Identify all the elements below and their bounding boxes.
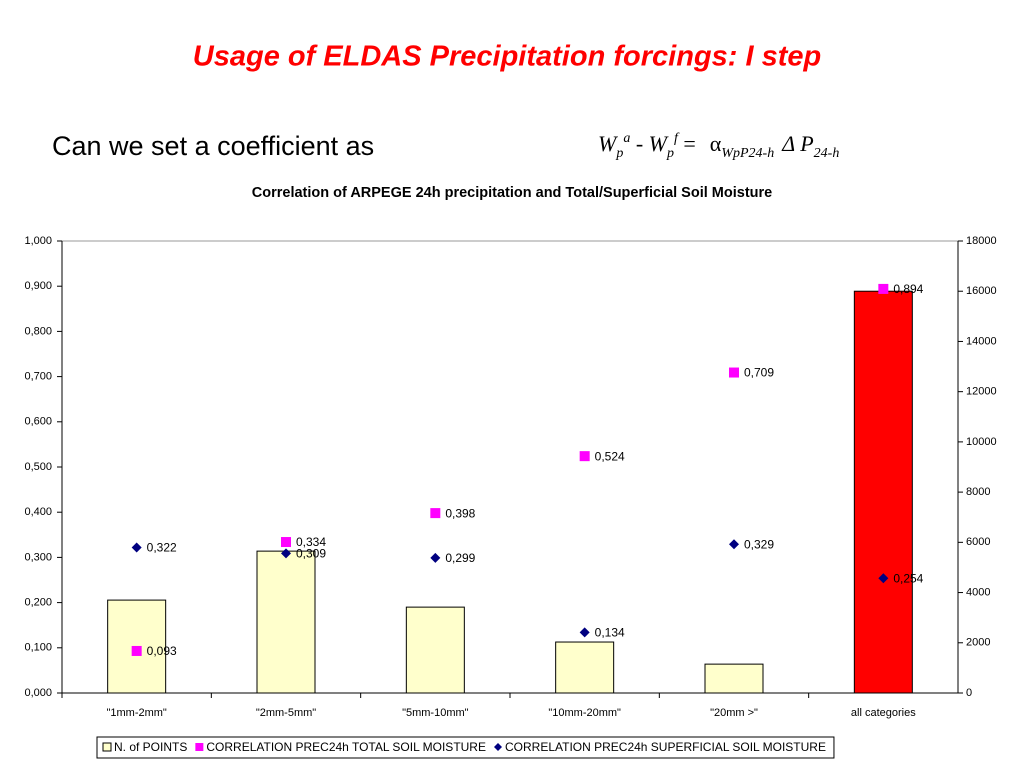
x-tick-label: "10mm-20mm" xyxy=(548,707,621,719)
y-tick-label: 1,000 xyxy=(24,235,52,247)
formula-part: = xyxy=(678,131,696,156)
formula-part: Δ P xyxy=(781,131,813,156)
data-label: 0,254 xyxy=(893,571,923,585)
legend-label: CORRELATION PREC24h SUPERFICIAL SOIL MOI… xyxy=(505,740,826,754)
formula: Wpa - Wpf = αWpP24-h Δ P24-h xyxy=(598,131,839,161)
point xyxy=(579,627,590,638)
y-tick-label: 0,300 xyxy=(24,551,52,563)
point xyxy=(579,451,590,462)
formula-part: α xyxy=(710,131,722,156)
data-label: 0,709 xyxy=(744,366,774,380)
bar xyxy=(704,663,764,694)
formula-part: - W xyxy=(630,131,668,156)
bar xyxy=(107,599,167,694)
legend-swatch xyxy=(493,743,502,751)
point xyxy=(430,552,441,563)
formula-part: f xyxy=(674,131,680,146)
legend-label: N. of POINTS xyxy=(114,740,187,754)
point xyxy=(131,542,142,553)
data-label: 0,322 xyxy=(147,541,177,555)
x-tick-label: "1mm-2mm" xyxy=(106,707,166,719)
y2-tick-label: 0 xyxy=(966,687,972,699)
data-label: 0,329 xyxy=(744,537,774,551)
point xyxy=(281,537,291,548)
legend-swatch xyxy=(195,743,204,751)
formula-part: WpP24-h xyxy=(721,146,774,161)
y-tick-label: 0,000 xyxy=(24,687,52,699)
data-label: 0,134 xyxy=(595,626,625,640)
x-tick-label: "5mm-10mm" xyxy=(402,707,469,719)
y2-tick-label: 10000 xyxy=(966,436,997,448)
x-tick-label: all categories xyxy=(851,707,916,719)
data-label: 0,894 xyxy=(893,282,923,296)
formula-part: W xyxy=(598,131,618,156)
bar xyxy=(555,641,615,694)
y-tick-label: 0,100 xyxy=(24,642,52,654)
y2-tick-label: 6000 xyxy=(966,536,990,548)
point xyxy=(729,367,739,378)
y-tick-label: 0,700 xyxy=(24,371,52,383)
y-tick-label: 0,400 xyxy=(24,506,52,518)
point xyxy=(430,508,441,519)
y2-tick-label: 16000 xyxy=(966,285,997,297)
data-label: 0,309 xyxy=(296,547,326,561)
y-tick-label: 0,600 xyxy=(24,416,52,428)
formula-part: p xyxy=(615,146,623,161)
slide-title: Usage of ELDAS Precipitation forcings: I… xyxy=(193,41,821,73)
formula-part: p xyxy=(666,146,674,161)
y2-tick-label: 2000 xyxy=(966,637,990,649)
y-tick-label: 0,900 xyxy=(24,280,52,292)
x-tick-label: "20mm >" xyxy=(710,707,758,719)
formula-part: 24-h xyxy=(814,146,840,161)
data-label: 0,334 xyxy=(296,535,326,549)
data-label: 0,093 xyxy=(147,644,177,658)
formula-part: a xyxy=(623,131,630,146)
y-tick-label: 0,200 xyxy=(24,597,52,609)
data-label: 0,524 xyxy=(595,449,625,463)
question: Can we set a coefficient as xyxy=(52,131,374,161)
bar xyxy=(853,290,913,694)
y2-tick-label: 4000 xyxy=(966,586,990,598)
y-tick-label: 0,800 xyxy=(24,325,52,337)
bar xyxy=(405,606,465,694)
data-label: 0,299 xyxy=(445,551,475,565)
x-tick-label: "2mm-5mm" xyxy=(256,707,316,719)
legend-label: CORRELATION PREC24h TOTAL SOIL MOISTURE xyxy=(206,740,486,754)
point xyxy=(878,573,889,584)
point xyxy=(878,283,889,294)
point xyxy=(729,539,739,550)
y2-tick-label: 14000 xyxy=(966,335,997,347)
legend xyxy=(96,736,835,759)
point xyxy=(281,548,291,559)
data-label: 0,398 xyxy=(445,506,475,520)
y2-tick-label: 8000 xyxy=(966,486,990,498)
bar xyxy=(256,550,316,694)
plot-area xyxy=(61,240,959,694)
y2-tick-label: 18000 xyxy=(966,235,997,247)
chart-title: Correlation of ARPEGE 24h precipitation … xyxy=(252,185,772,201)
y-tick-label: 0,500 xyxy=(24,461,52,473)
y2-tick-label: 12000 xyxy=(966,386,997,398)
point xyxy=(131,645,142,656)
legend-swatch xyxy=(102,742,112,752)
